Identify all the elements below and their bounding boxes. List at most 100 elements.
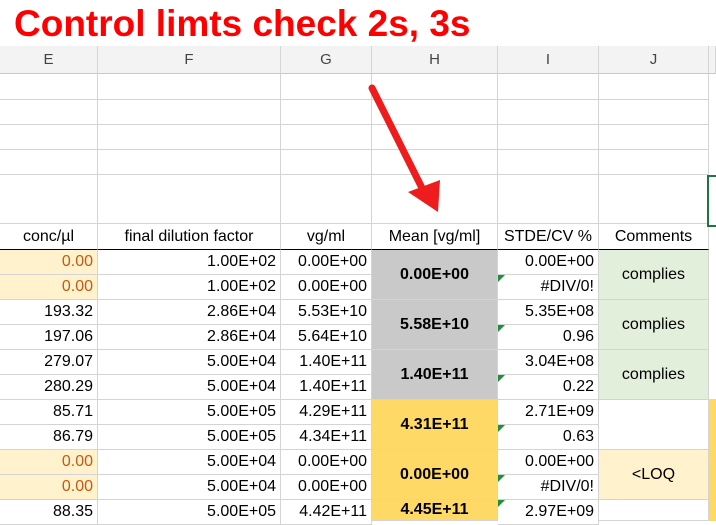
comment-cell[interactable]: <LOQ [599,450,709,500]
mean-cell[interactable]: 4.45E+11 [372,500,498,521]
conc-cell[interactable]: 0.00 [0,450,98,475]
vg-cell[interactable]: 0.00E+00 [281,450,372,475]
conc-cell[interactable]: 0.00 [0,475,98,500]
header-vg[interactable]: vg/ml [281,224,372,250]
dilution-cell[interactable]: 5.00E+05 [98,500,281,525]
empty-cell[interactable] [372,74,498,100]
empty-cell[interactable] [0,175,98,224]
vg-cell[interactable]: 4.42E+11 [281,500,372,525]
conc-cell[interactable]: 197.06 [0,325,98,350]
empty-cell[interactable] [599,125,709,150]
empty-cell[interactable] [98,100,281,125]
stde-cell[interactable]: 0.96 [498,325,599,350]
mean-cell[interactable]: 0.00E+00 [372,250,498,300]
conc-cell[interactable]: 0.00 [0,275,98,300]
vg-cell[interactable]: 5.53E+10 [281,300,372,325]
column-header-e[interactable]: E [0,46,98,74]
mean-cell[interactable]: 4.31E+11 [372,400,498,450]
header-conc[interactable]: conc/µl [0,224,98,250]
empty-cell[interactable] [372,125,498,150]
empty-cell[interactable] [0,74,98,100]
conc-cell[interactable]: 88.35 [0,500,98,525]
comment-cell[interactable]: complies [599,350,709,400]
vg-cell[interactable]: 1.40E+11 [281,350,372,375]
stde-cell[interactable]: 5.35E+08 [498,300,599,325]
conc-cell[interactable]: 86.79 [0,425,98,450]
header-dilution[interactable]: final dilution factor [98,224,281,250]
stde-cell[interactable]: #DIV/0! [498,475,599,500]
dilution-cell[interactable]: 2.86E+04 [98,325,281,350]
comment-cell[interactable] [599,400,709,450]
conc-cell[interactable]: 193.32 [0,300,98,325]
conc-cell[interactable]: 0.00 [0,250,98,275]
empty-cell[interactable] [0,100,98,125]
dilution-cell[interactable]: 1.00E+02 [98,250,281,275]
empty-cell[interactable] [98,175,281,224]
comment-cell[interactable] [599,500,709,521]
column-k-cell[interactable] [709,499,716,521]
dilution-cell[interactable]: 5.00E+05 [98,425,281,450]
empty-cell[interactable] [281,150,372,175]
empty-cell[interactable] [372,150,498,175]
vg-cell[interactable]: 5.64E+10 [281,325,372,350]
column-header-f[interactable]: F [98,46,281,74]
vg-cell[interactable]: 1.40E+11 [281,375,372,400]
mean-cell[interactable]: 0.00E+00 [372,450,498,500]
column-header-i[interactable]: I [498,46,599,74]
stde-cell[interactable]: 0.22 [498,375,599,400]
stde-cell[interactable]: 3.04E+08 [498,350,599,375]
empty-cell[interactable] [281,125,372,150]
comment-cell[interactable]: complies [599,250,709,300]
dilution-cell[interactable]: 1.00E+02 [98,275,281,300]
header-stde[interactable]: STDE/CV % [498,224,599,250]
empty-cell[interactable] [498,175,599,224]
empty-cell[interactable] [498,125,599,150]
empty-cell[interactable] [281,175,372,224]
stde-cell[interactable]: 2.71E+09 [498,400,599,425]
dilution-cell[interactable]: 5.00E+04 [98,475,281,500]
stde-cell[interactable]: 2.97E+09 [498,500,599,525]
column-header-k[interactable] [709,46,716,74]
empty-cell[interactable] [599,74,709,100]
conc-cell[interactable]: 279.07 [0,350,98,375]
conc-cell[interactable]: 280.29 [0,375,98,400]
empty-cell[interactable] [599,150,709,175]
column-header-g[interactable]: G [281,46,372,74]
vg-cell[interactable]: 0.00E+00 [281,275,372,300]
dilution-cell[interactable]: 5.00E+04 [98,450,281,475]
empty-cell[interactable] [498,100,599,125]
empty-cell[interactable] [498,74,599,100]
empty-cell[interactable] [281,100,372,125]
stde-cell[interactable]: 0.00E+00 [498,250,599,275]
stde-cell[interactable]: 0.00E+00 [498,450,599,475]
empty-cell[interactable] [98,74,281,100]
dilution-cell[interactable]: 2.86E+04 [98,300,281,325]
comment-cell[interactable]: complies [599,300,709,350]
empty-cell[interactable] [498,150,599,175]
dilution-cell[interactable]: 5.00E+04 [98,350,281,375]
dilution-cell[interactable]: 5.00E+04 [98,375,281,400]
mean-cell[interactable]: 1.40E+11 [372,350,498,400]
mean-cell[interactable]: 5.58E+10 [372,300,498,350]
column-k-cell[interactable] [709,399,716,449]
vg-cell[interactable]: 4.29E+11 [281,400,372,425]
vg-cell[interactable]: 4.34E+11 [281,425,372,450]
dilution-cell[interactable]: 5.00E+05 [98,400,281,425]
stde-cell[interactable]: 0.63 [498,425,599,450]
empty-cell[interactable] [372,100,498,125]
column-header-h[interactable]: H [372,46,498,74]
empty-cell[interactable] [372,175,498,224]
empty-cell[interactable] [98,150,281,175]
empty-cell[interactable] [0,125,98,150]
vg-cell[interactable]: 0.00E+00 [281,475,372,500]
empty-cell[interactable] [0,150,98,175]
vg-cell[interactable]: 0.00E+00 [281,250,372,275]
stde-cell[interactable]: #DIV/0! [498,275,599,300]
empty-cell[interactable] [599,100,709,125]
column-k-cell[interactable] [709,449,716,499]
header-comments[interactable]: Comments [599,224,709,250]
empty-cell[interactable] [281,74,372,100]
column-header-j[interactable]: J [599,46,709,74]
empty-cell[interactable] [599,175,709,224]
conc-cell[interactable]: 85.71 [0,400,98,425]
